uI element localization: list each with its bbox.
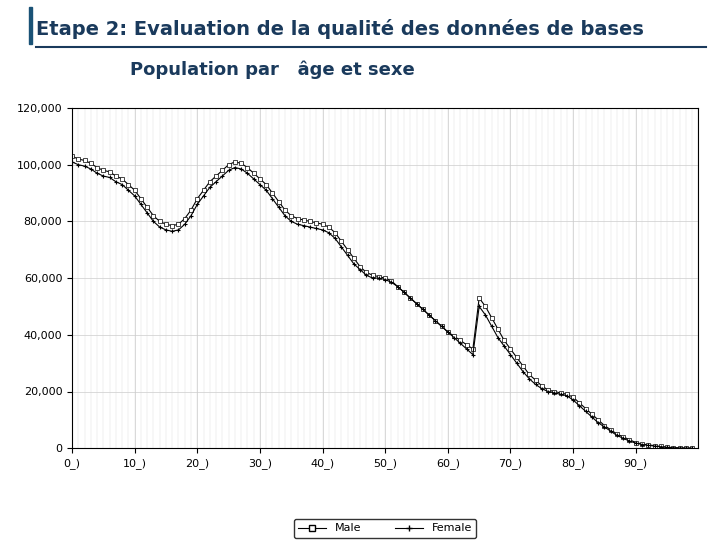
Male [387, 278, 396, 284]
Female [688, 445, 696, 451]
Female [68, 159, 76, 165]
Male [688, 445, 696, 451]
Male [212, 173, 220, 179]
Male [638, 441, 647, 447]
Text: Etape 2: Evaluation de la qualité des données de bases: Etape 2: Evaluation de la qualité des do… [36, 19, 644, 39]
Female [186, 212, 195, 219]
Text: Population par   âge et sexe: Population par âge et sexe [130, 60, 414, 79]
Female [657, 443, 665, 450]
Legend: Male, Female: Male, Female [294, 519, 477, 538]
Female [387, 279, 396, 286]
Female [437, 323, 446, 329]
Male [657, 443, 665, 450]
Bar [29, 7, 32, 44]
Female [212, 178, 220, 185]
Female [638, 441, 647, 448]
Line: Male: Male [71, 154, 694, 450]
Male [437, 323, 446, 329]
Line: Female: Female [70, 160, 694, 450]
Male [186, 207, 195, 213]
Male [68, 153, 76, 159]
